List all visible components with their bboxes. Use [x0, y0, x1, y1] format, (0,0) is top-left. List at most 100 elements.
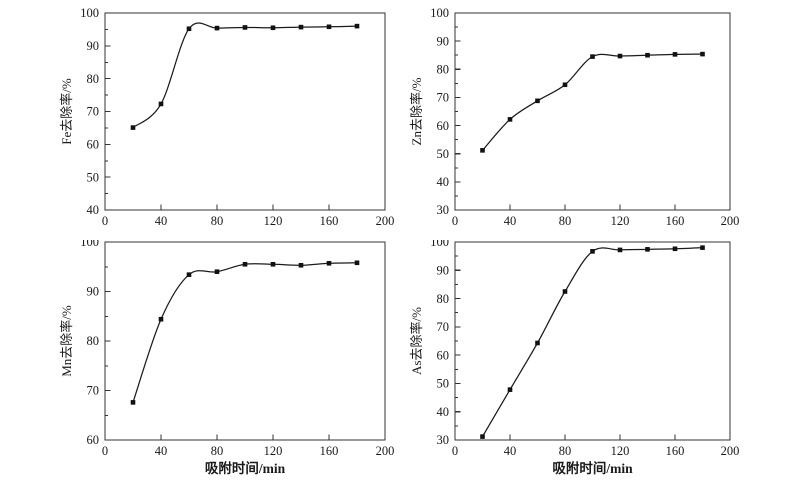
data-line [132, 22, 358, 129]
data-point-marker [590, 54, 595, 59]
data-point-marker [242, 261, 248, 267]
x-tick-label: 40 [155, 444, 168, 458]
data-point-marker [326, 24, 332, 30]
data-point-marker [535, 340, 540, 346]
x-tick-label: 160 [666, 214, 685, 228]
x-tick-label: 40 [504, 444, 517, 458]
x-tick-label: 120 [264, 444, 283, 458]
y-tick-label: 100 [80, 240, 99, 249]
x-tick-label: 40 [504, 214, 517, 228]
data-point-marker [298, 24, 304, 30]
data-point-marker [354, 23, 360, 29]
y-tick-label: 60 [87, 433, 100, 447]
y-tick-label: 70 [87, 384, 100, 398]
x-tick-label: 160 [320, 214, 339, 228]
y-tick-label: 90 [87, 39, 100, 53]
data-point-marker [158, 316, 164, 322]
y-tick-label: 70 [87, 105, 100, 119]
plot-frame [104, 12, 386, 211]
x-tick-label: 0 [102, 214, 108, 228]
y-tick-label: 90 [87, 285, 100, 299]
data-line [481, 53, 704, 151]
y-tick-label: 50 [437, 377, 450, 391]
data-point-marker [214, 269, 220, 274]
y-tick-label: 90 [437, 34, 450, 48]
x-tick-label: 200 [721, 444, 740, 458]
data-point-marker [590, 249, 595, 254]
data-point-marker [562, 289, 568, 294]
data-point-marker [507, 117, 513, 122]
data-point-marker [645, 52, 650, 58]
plot-frame [454, 12, 731, 211]
y-tick-label: 60 [87, 138, 100, 152]
data-point-marker [186, 26, 192, 32]
y-tick-label: 30 [437, 203, 450, 217]
data-point-marker [700, 51, 705, 57]
y-tick-label: 80 [87, 334, 100, 348]
data-point-marker [672, 52, 678, 57]
y-tick-label: 100 [430, 6, 449, 20]
y-tick-label: 50 [437, 147, 450, 161]
y-tick-label: 100 [430, 240, 449, 249]
y-tick-label: 90 [437, 263, 450, 277]
y-tick-label: 70 [437, 320, 450, 334]
data-point-marker [507, 387, 513, 392]
data-point-marker [645, 247, 650, 252]
y-tick-label: 60 [437, 119, 450, 133]
y-axis-title: Zn去除率/% [409, 77, 424, 145]
x-tick-label: 80 [211, 214, 224, 228]
y-tick-label: 40 [87, 203, 100, 217]
data-point-marker [700, 245, 705, 250]
data-point-marker [562, 82, 568, 88]
x-tick-label: 120 [264, 214, 283, 228]
x-tick-label: 200 [376, 444, 395, 458]
plot-frame [454, 241, 731, 441]
data-point-marker [242, 25, 248, 30]
data-line [481, 247, 704, 438]
y-axis-title: As去除率/% [409, 307, 424, 375]
data-point-marker [354, 260, 360, 266]
x-tick-label: 0 [102, 444, 108, 458]
y-axis-title: Mn去除率/% [59, 305, 74, 377]
data-point-marker [214, 25, 220, 31]
y-tick-label: 70 [437, 91, 450, 105]
data-point-marker [158, 101, 164, 107]
y-tick-label: 40 [437, 405, 450, 419]
x-tick-label: 80 [211, 444, 224, 458]
y-tick-label: 80 [437, 292, 450, 306]
data-point-marker [672, 246, 678, 252]
x-tick-label: 120 [611, 444, 630, 458]
x-tick-label: 80 [559, 444, 572, 458]
y-tick-label: 60 [437, 348, 450, 362]
x-tick-label: 160 [320, 444, 339, 458]
y-tick-label: 80 [437, 62, 450, 76]
chart-zn-removal: 0 40 80 120 160 200 30 40 50 60 70 80 90 100 Zn去除率/% [409, 6, 740, 228]
x-tick-label: 200 [721, 214, 740, 228]
y-tick-label: 30 [437, 433, 450, 447]
data-line [132, 262, 358, 404]
data-point-marker [480, 148, 485, 153]
x-tick-label: 120 [611, 214, 630, 228]
data-point-marker [617, 53, 623, 59]
x-tick-label: 0 [452, 214, 458, 228]
y-tick-label: 100 [80, 6, 99, 20]
y-tick-label: 40 [437, 175, 450, 189]
x-tick-label: 200 [376, 214, 395, 228]
x-tick-label: 0 [452, 444, 458, 458]
y-tick-label: 80 [87, 72, 100, 86]
x-axis-title: 吸附时间/min [205, 460, 286, 476]
data-point-marker [130, 125, 136, 130]
chart-as-removal: 0 40 80 120 160 200 30 40 50 60 70 80 90 100 As去除率/% 吸附… [409, 240, 740, 476]
data-point-marker [480, 434, 485, 439]
x-tick-label: 160 [666, 444, 685, 458]
data-point-marker [298, 262, 304, 268]
plot-frame [104, 241, 386, 441]
x-axis-title: 吸附时间/min [552, 460, 633, 476]
y-tick-label: 50 [87, 170, 100, 184]
data-point-marker [270, 25, 276, 31]
data-point-marker [326, 260, 332, 266]
x-tick-label: 40 [155, 214, 168, 228]
data-point-marker [186, 272, 192, 277]
